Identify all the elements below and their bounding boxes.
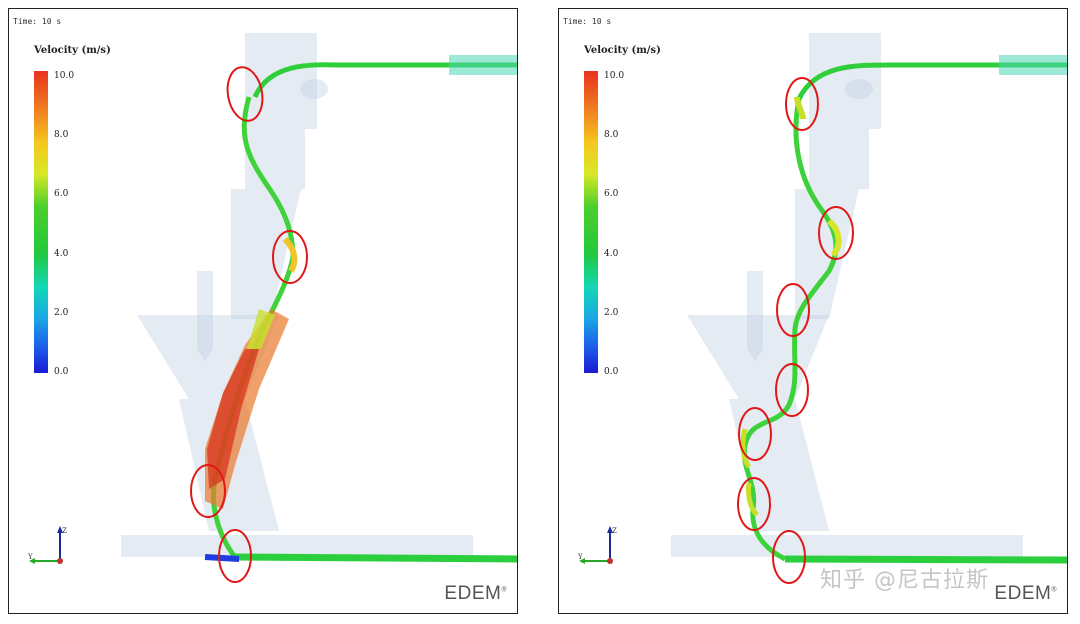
particle-pile	[449, 55, 517, 75]
highlight-circle	[785, 77, 819, 131]
edem-logo-text: EDEM	[994, 583, 1052, 604]
particle-stream	[204, 554, 240, 562]
chute-middle-geometry	[231, 189, 301, 319]
pulley-geometry	[845, 79, 873, 99]
legend-tick: 10.0	[54, 71, 75, 81]
particle-spray	[207, 349, 259, 489]
axis-label-z: Z	[612, 527, 617, 535]
highlight-circle	[218, 529, 252, 583]
axis-label-y: Y	[27, 553, 33, 561]
edem-logo: EDEM®	[444, 583, 507, 604]
legend-tick: 2.0	[54, 308, 69, 318]
particle-stream	[794, 96, 806, 120]
legend-tick: 10.0	[604, 71, 625, 81]
particle-stream	[784, 555, 1067, 564]
axis-triad: Z Y	[27, 526, 67, 564]
legend-tick: 8.0	[54, 130, 69, 140]
axis-label-z: Z	[62, 527, 67, 535]
particle-flow-scene	[121, 33, 517, 583]
particle-stream	[230, 553, 517, 563]
highlight-circle	[272, 230, 308, 284]
particle-flow-scene	[671, 33, 1067, 584]
legend-tick: 0.0	[54, 367, 69, 377]
time-label: Time: 10 s	[563, 17, 612, 26]
hood-geometry	[809, 33, 881, 129]
particle-pile	[999, 55, 1067, 75]
receiving-belt-geometry	[121, 535, 473, 557]
legend-tick: 8.0	[604, 130, 619, 140]
watermark-text: 知乎 @尼古拉斯	[820, 568, 989, 593]
legend-tick: 6.0	[54, 189, 69, 199]
deflector-geometry	[747, 271, 763, 361]
chute-upper-geometry	[809, 129, 869, 189]
velocity-color-bar	[584, 71, 598, 373]
pulley-geometry	[300, 79, 328, 99]
highlight-circle	[190, 464, 226, 518]
legend-tick: 4.0	[54, 249, 69, 259]
highlight-circle	[776, 283, 810, 337]
particle-stream	[826, 218, 842, 258]
velocity-color-bar	[34, 71, 48, 373]
legend-tick: 2.0	[604, 308, 619, 318]
highlight-circle	[818, 206, 854, 260]
highlight-circle	[737, 477, 771, 531]
edem-logo: EDEM®	[994, 583, 1057, 604]
receiving-belt-geometry	[671, 535, 1023, 557]
particle-stream	[746, 482, 759, 517]
particle-stream	[282, 236, 298, 273]
axis-label-y: Y	[577, 553, 583, 561]
simulation-panel-left: Time: 10 s Velocity (m/s) 10.0 8.0 6.0 4…	[8, 8, 518, 614]
edem-logo-text: EDEM	[444, 583, 502, 604]
highlight-circle	[772, 530, 806, 584]
particle-spray	[247, 309, 275, 349]
legend-tick: 0.0	[604, 367, 619, 377]
hood-geometry	[245, 33, 317, 129]
legend-title: Velocity (m/s)	[34, 45, 111, 56]
axis-triad: Z Y	[577, 526, 617, 564]
highlight-circle	[738, 407, 772, 461]
particle-stream	[796, 62, 1067, 101]
legend-tick: 4.0	[604, 249, 619, 259]
time-label: Time: 10 s	[13, 17, 62, 26]
chute-upper-geometry	[245, 129, 305, 189]
highlight-circle	[775, 363, 809, 417]
legend-title: Velocity (m/s)	[584, 45, 661, 56]
simulation-panel-right: Time: 10 s Velocity (m/s) 10.0 8.0 6.0 4…	[558, 8, 1068, 614]
deflector-geometry	[197, 271, 213, 361]
highlight-circle	[226, 66, 264, 122]
legend-tick: 6.0	[604, 189, 619, 199]
